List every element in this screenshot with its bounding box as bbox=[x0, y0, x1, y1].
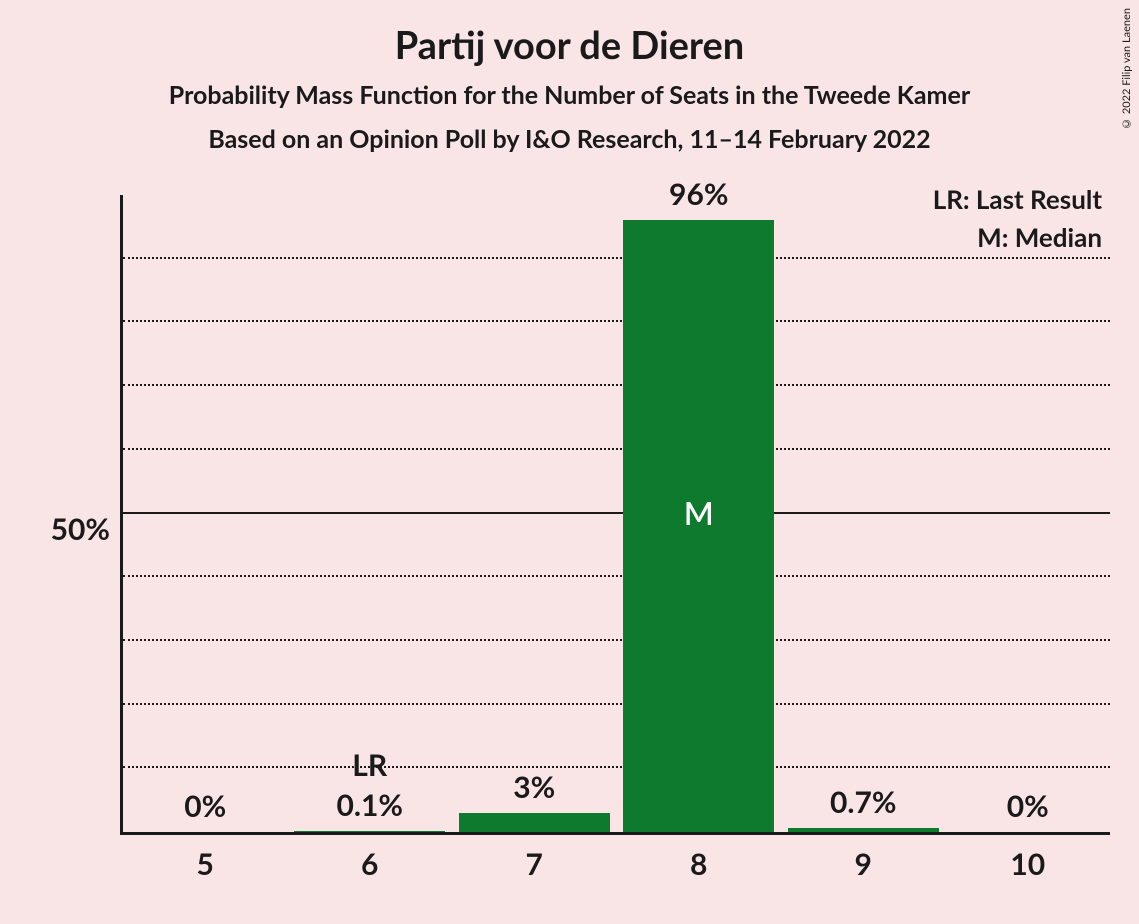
bar-slot: 0%5 bbox=[130, 195, 281, 832]
bar-slot: 0.1%LR6 bbox=[294, 195, 445, 832]
x-tick-label: 7 bbox=[459, 846, 610, 882]
bar-value-label: 0% bbox=[130, 788, 281, 824]
x-tick-label: 10 bbox=[952, 846, 1103, 882]
bar-value-label: 96% bbox=[623, 176, 774, 212]
chart-subtitle-1: Probability Mass Function for the Number… bbox=[0, 68, 1139, 110]
bar-annotation-lr: LR bbox=[294, 747, 445, 783]
plot-area: LR: Last Result M: Median 50% 0%50.1%LR6… bbox=[120, 195, 1110, 835]
bar bbox=[459, 813, 610, 832]
bar-value-label: 0% bbox=[952, 788, 1103, 824]
copyright-text: © 2022 Filip van Laenen bbox=[1120, 8, 1133, 130]
bar-value-label: 0.7% bbox=[788, 784, 939, 820]
bar-slot: 0%10 bbox=[952, 195, 1103, 832]
x-tick-label: 6 bbox=[294, 846, 445, 882]
bar-value-label: 0.1% bbox=[294, 787, 445, 823]
median-marker: M bbox=[623, 493, 774, 532]
y-axis-label-50: 50% bbox=[51, 511, 110, 547]
x-tick-label: 5 bbox=[130, 846, 281, 882]
chart-container: Partij voor de Dieren Probability Mass F… bbox=[0, 0, 1139, 924]
bar bbox=[294, 831, 445, 832]
chart-subtitle-2: Based on an Opinion Poll by I&O Research… bbox=[0, 110, 1139, 154]
bars-group: 0%50.1%LR63%796%M80.7%90%10 bbox=[123, 195, 1110, 832]
bar-slot: 3%7 bbox=[459, 195, 610, 832]
x-tick-label: 9 bbox=[788, 846, 939, 882]
bar-value-label: 3% bbox=[459, 769, 610, 805]
x-axis bbox=[120, 832, 1110, 835]
bar bbox=[788, 828, 939, 832]
chart-title: Partij voor de Dieren bbox=[0, 0, 1139, 68]
x-tick-label: 8 bbox=[623, 846, 774, 882]
bar-slot: 96%M8 bbox=[623, 195, 774, 832]
bar-slot: 0.7%9 bbox=[788, 195, 939, 832]
